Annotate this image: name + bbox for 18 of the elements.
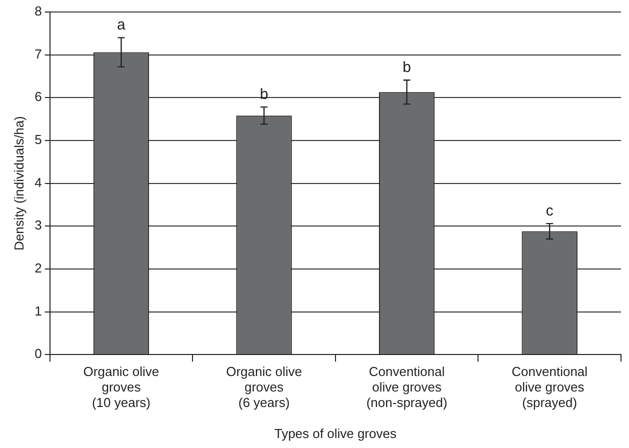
y-tick-label: 3 [34,218,42,233]
x-tick-label: Organic olive groves (6 years) [226,364,302,410]
annotation: c [546,202,554,220]
annotation: a [117,16,126,34]
y-tick-label: 0 [34,346,42,362]
y-tick-label: 7 [34,46,42,62]
x-tick-label: Conventional olive groves (non-sprayed) [366,364,448,410]
y-tick-label: 5 [34,132,42,148]
y-tick-label: 8 [34,4,42,19]
y-tick-label: 1 [34,303,42,318]
x-tick-label: Organic olive groves (10 years) [83,364,160,410]
y-axis-title: Density (individuals/ha) [11,116,26,251]
x-tick-label: Conventional olive groves (sprayed) [512,364,588,410]
y-tick-label: 2 [34,260,42,276]
y-tick-label: 4 [34,174,42,190]
y-tick-label: 6 [34,89,42,104]
annotation: b [402,59,411,76]
x-axis-title: Types of olive groves [274,426,397,441]
